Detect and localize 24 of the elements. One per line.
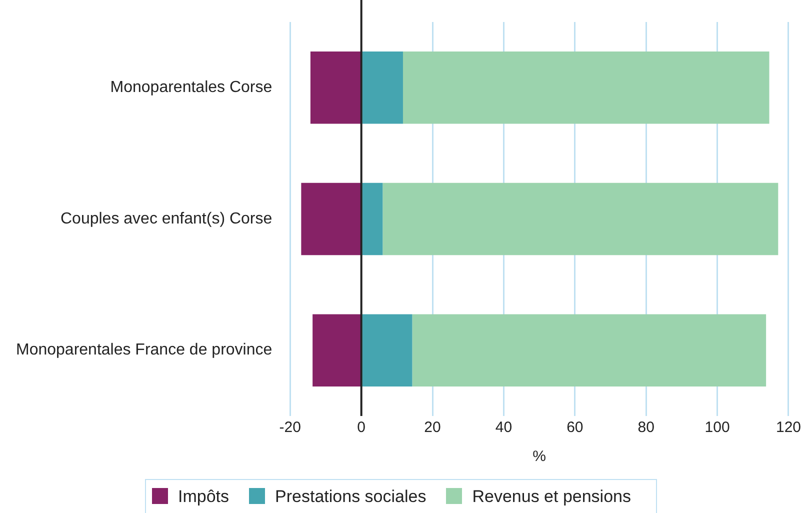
x-axis-title: % — [532, 448, 546, 466]
y-tick-label: Monoparentales France de province — [16, 342, 272, 359]
bar — [362, 52, 403, 124]
bar — [402, 52, 770, 124]
legend-label: Revenus et pensions — [471, 486, 631, 506]
x-tick-label: 100 — [704, 419, 730, 436]
bar — [362, 182, 383, 256]
bar — [301, 182, 361, 256]
y-tick-label: Monoparentales Corse — [110, 79, 272, 96]
x-tick-label: 80 — [638, 419, 654, 436]
bar — [362, 314, 412, 386]
legend-label: Impôts — [177, 486, 230, 506]
y-tick-label: Couples avec enfant(s) Corse — [60, 210, 272, 228]
bar — [312, 314, 361, 386]
x-tick-label: 120 — [776, 419, 801, 436]
legend-label: Prestations sociales — [274, 486, 426, 506]
x-tick-label: 0 — [357, 419, 366, 436]
bar — [310, 52, 361, 124]
bar — [412, 314, 766, 386]
x-tick-label: 20 — [424, 419, 441, 436]
x-tick-label: -20 — [279, 419, 301, 436]
bar — [382, 182, 778, 256]
x-tick-label: 60 — [566, 419, 584, 436]
x-tick-label: 40 — [495, 419, 512, 436]
